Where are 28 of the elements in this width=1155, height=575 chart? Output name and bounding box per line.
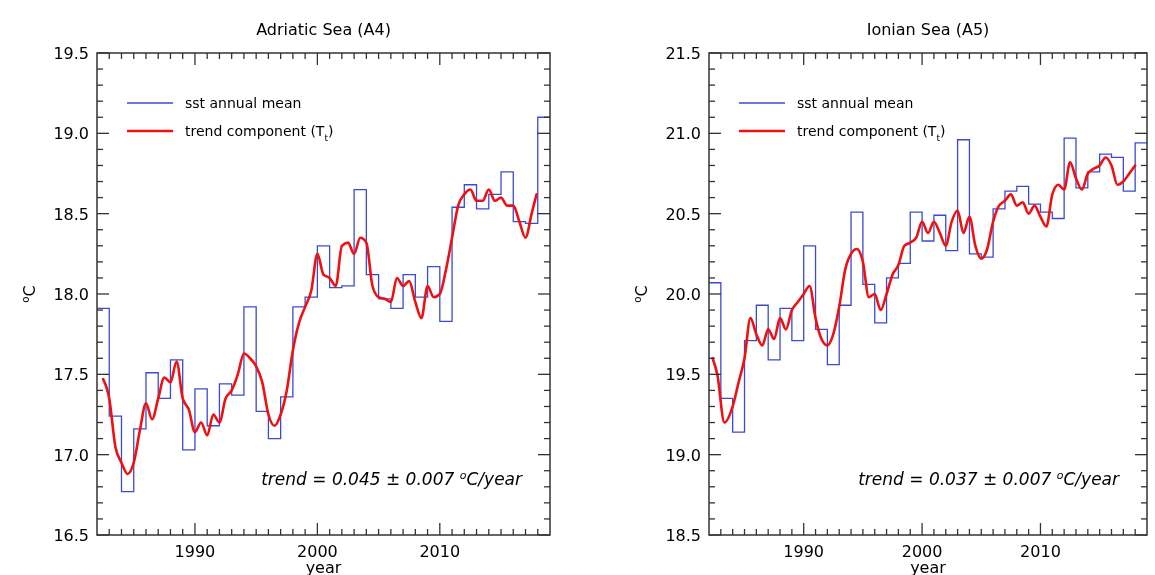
annotation: trend = 0.037 ± 0.007 $^{o}$C/year: [858, 468, 1120, 489]
y-tick-label: 19.0: [53, 124, 89, 144]
x-tick-label: 2010: [419, 542, 461, 561]
annotation: trend = 0.045 ± 0.007 $^{o}$C/year: [261, 468, 523, 489]
chart-title: Ionian Sea (A5): [866, 20, 990, 39]
y-tick-label: 19.0: [665, 445, 701, 465]
x-tick-label: 1990: [783, 542, 825, 561]
legend-label: trend component (T$_{t}$): [185, 123, 334, 143]
y-tick-label: 18.0: [53, 285, 89, 304]
x-tick-label: 2000: [901, 542, 943, 561]
x-tick-label: 2010: [1020, 542, 1061, 561]
chart-title: Adriatic Sea (A4): [256, 20, 391, 39]
y-tick-label: 21.0: [665, 124, 701, 144]
y-tick-label: 17.0: [53, 445, 89, 465]
y-tick-label: 20.0: [665, 285, 701, 304]
legend-label: sst annual mean: [797, 95, 914, 111]
x-tick-label: 2000: [297, 542, 338, 561]
y-tick-label: 16.5: [53, 526, 89, 545]
y-tick-label: 20.5: [665, 204, 701, 224]
y-tick-label: 19.5: [53, 44, 89, 63]
y-tick-label: 17.5: [53, 365, 89, 385]
legend-label: trend component (T$_{t}$): [797, 123, 946, 143]
y-tick-label: 18.5: [53, 204, 89, 224]
y-tick-label: 19.5: [665, 365, 701, 385]
legend-label: sst annual mean: [185, 95, 302, 111]
x-tick-label: 1990: [174, 542, 216, 561]
y-tick-label: 21.5: [665, 44, 701, 63]
y-tick-label: 18.5: [665, 526, 701, 545]
